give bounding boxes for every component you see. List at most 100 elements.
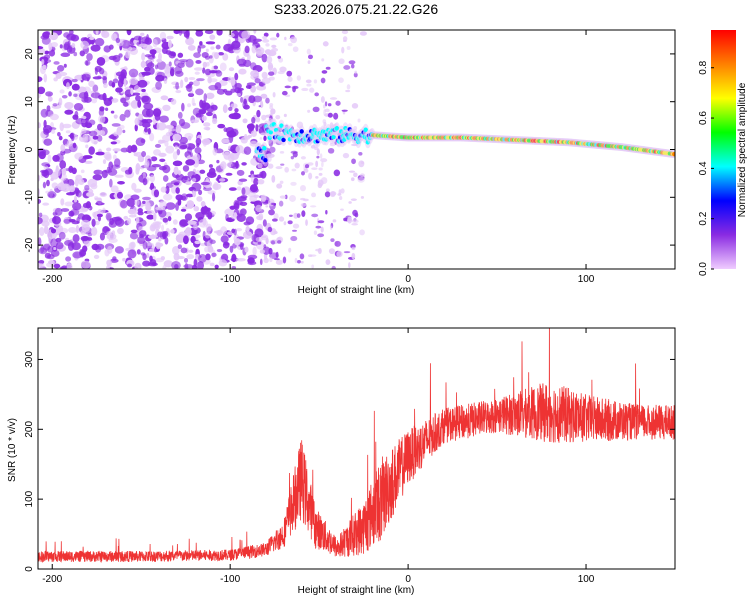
heatmap-cell: [138, 43, 148, 48]
heatmap-cell: [108, 55, 117, 61]
heatmap-cell: [216, 229, 223, 236]
heatmap-cell: [180, 247, 188, 254]
heatmap-cell: [99, 232, 105, 241]
heatmap-cell: [78, 178, 85, 185]
heatmap-cell: [345, 89, 351, 93]
heatmap-cell: [109, 218, 115, 226]
heatmap-cell: [149, 132, 155, 142]
heatmap-cell: [223, 127, 228, 133]
heatmap-cell: [66, 192, 75, 196]
heatmap-cell: [287, 42, 293, 47]
heatmap-cell: [68, 185, 76, 193]
heatmap-cell: [257, 179, 265, 185]
heatmap-cell: [116, 191, 124, 199]
heatmap-cell: [170, 98, 177, 105]
heatmap-cell: [64, 240, 74, 246]
heatmap-cell: [65, 130, 71, 134]
heatmap-cell: [177, 244, 183, 250]
heatmap-cell: [156, 71, 165, 78]
heatmap-cell: [334, 240, 341, 247]
heatmap-cell: [73, 51, 78, 57]
heatmap-cell: [134, 124, 138, 132]
heatmap-cell: [212, 147, 218, 156]
heatmap-cell: [338, 58, 345, 65]
heatmap-cell: [156, 58, 163, 63]
heatmap-cell: [177, 111, 183, 119]
heatmap-cell: [239, 201, 248, 206]
heatmap-cell: [110, 110, 115, 114]
heatmap-cell: [266, 56, 273, 64]
heatmap-cell: [279, 151, 285, 154]
heatmap-cell: [40, 108, 49, 118]
heatmap-cell: [119, 113, 126, 122]
snr-panel: -200 -100 0 100 0 100 200 300 Height of straig…: [7, 327, 676, 596]
heatmap-cell: [223, 151, 231, 160]
heatmap-cell: [249, 184, 258, 193]
heatmap-cell: [103, 151, 112, 160]
heatmap-cell: [231, 40, 241, 49]
heatmap-cell: [343, 251, 351, 254]
heatmap-cell: [53, 61, 60, 65]
heatmap-cell: [351, 158, 356, 165]
heatmap-cell: [321, 161, 324, 168]
heatmap-cell: [288, 214, 293, 218]
heatmap-cell: [289, 195, 296, 202]
heatmap-cell: [211, 192, 216, 202]
heatmap-cell: [290, 150, 298, 154]
heatmap-cell: [278, 200, 284, 207]
heatmap-cell: [113, 158, 121, 168]
heatmap-cell: [145, 200, 150, 209]
heatmap-cell: [91, 98, 98, 104]
heatmap-cell: [288, 247, 292, 253]
heatmap-cell: [53, 263, 61, 269]
heatmap-cell: [238, 178, 248, 182]
heatmap-cell: [142, 196, 151, 201]
heatmap-cell: [225, 172, 233, 176]
heatmap-cell: [305, 164, 310, 169]
heatmap-cell: [245, 226, 250, 232]
spectrogram-plot-area: [38, 30, 675, 269]
heatmap-cell: [351, 222, 358, 226]
heatmap-cell: [263, 84, 266, 90]
heatmap-cell: [62, 123, 72, 129]
heatmap-cell: [96, 135, 103, 142]
heatmap-cell: [253, 30, 257, 34]
heatmap-cell: [157, 139, 164, 144]
heatmap-cell: [186, 254, 195, 260]
heatmap-cell: [353, 172, 358, 178]
heatmap-cell: [115, 37, 121, 44]
snr-frame: [37, 327, 676, 570]
heatmap-cell: [205, 48, 209, 53]
heatmap-cell: [92, 211, 97, 218]
heatmap-cell: [160, 95, 169, 101]
heatmap-cell: [169, 68, 175, 77]
heatmap-cell: [185, 193, 194, 198]
heatmap-cell: [263, 158, 268, 163]
heatmap-cell: [94, 38, 105, 47]
heatmap-cell: [141, 150, 147, 158]
heatmap-cell: [213, 181, 219, 191]
heatmap-cell: [359, 173, 365, 178]
heatmap-cell: [191, 182, 202, 192]
heatmap-cell: [103, 82, 108, 89]
heatmap-cell: [92, 84, 99, 93]
heatmap-cell: [60, 52, 71, 58]
heatmap-cell: [106, 245, 113, 254]
heatmap-cell: [341, 46, 345, 54]
heatmap-cell: [188, 76, 196, 81]
heatmap-cell: [81, 223, 90, 233]
heatmap-cell: [187, 103, 192, 108]
heatmap-cell: [219, 62, 227, 72]
heatmap-cell: [155, 241, 161, 249]
heatmap-cell: [211, 252, 217, 257]
heatmap-cell: [165, 202, 176, 210]
heatmap-cell: [140, 32, 145, 36]
heatmap-cell: [235, 257, 246, 262]
heatmap-cell: [38, 47, 46, 56]
heatmap-cell: [348, 60, 356, 65]
heatmap-cell: [305, 219, 308, 226]
heatmap-cell: [68, 91, 72, 97]
heatmap-cell: [80, 40, 90, 50]
heatmap-cell: [129, 232, 139, 240]
heatmap-cell: [204, 55, 210, 60]
